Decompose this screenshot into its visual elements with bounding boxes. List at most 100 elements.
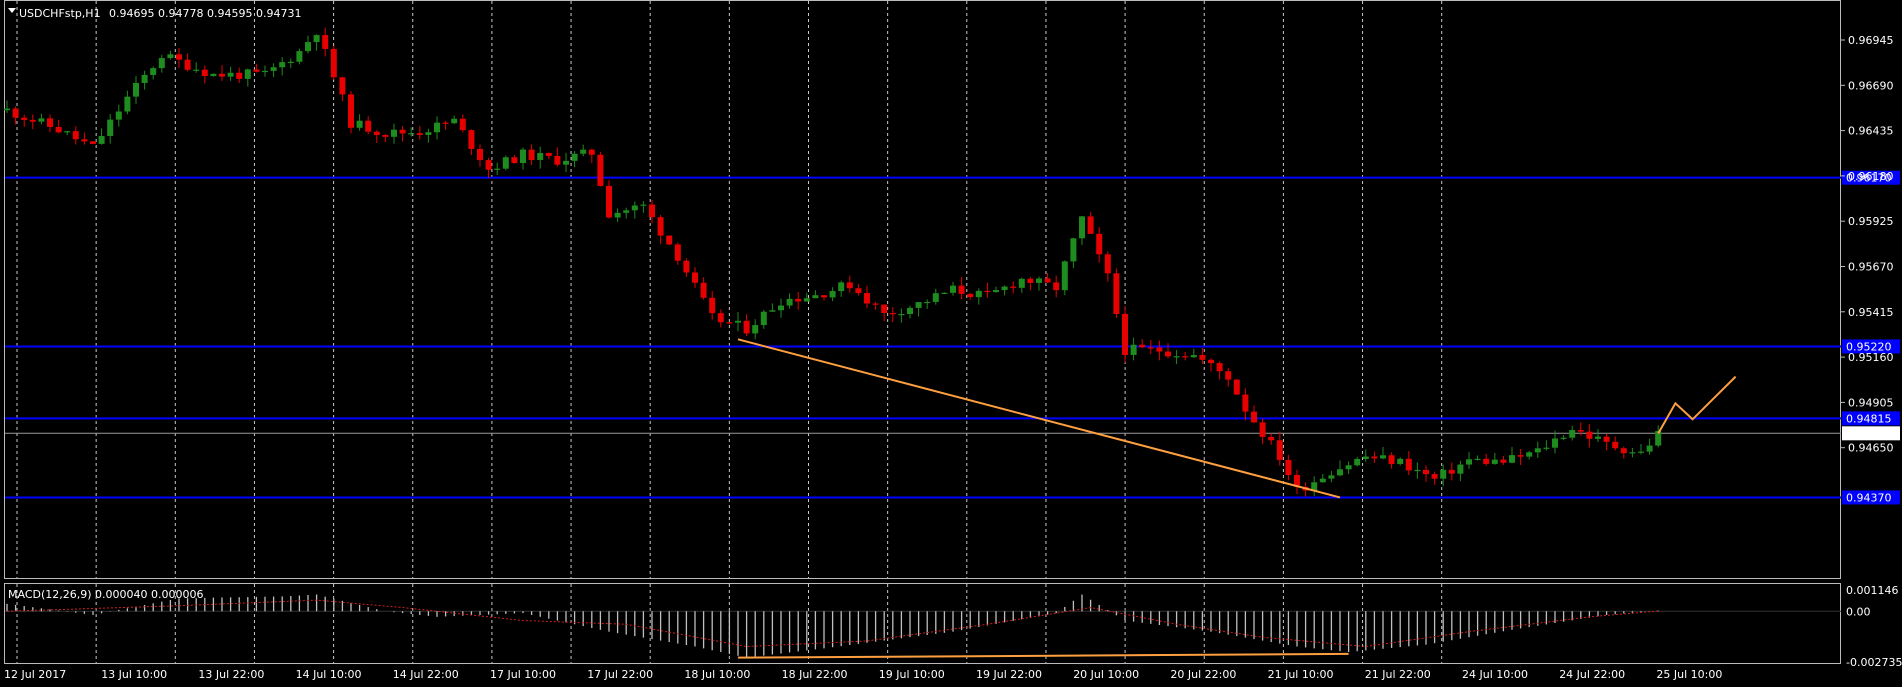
- price-axis-label: 0.94650: [1848, 442, 1894, 455]
- candle-body: [1070, 238, 1077, 262]
- candle-body: [580, 149, 587, 154]
- candle-body: [528, 149, 535, 160]
- candle-body: [1474, 458, 1481, 460]
- grid-lines: [16, 1, 1443, 663]
- macd-panel[interactable]: [4, 583, 1841, 664]
- candle-body: [1560, 437, 1567, 439]
- horizontal-levels[interactable]: 0.96170 0.95220 0.94815 0.94370 0.94731: [5, 170, 1900, 505]
- candle-body: [563, 160, 569, 165]
- macd-indicator: [5, 594, 1841, 659]
- axes: 12 Jul 2017 13 Jul 10:00 13 Jul 22:00 14 Ju…: [4, 34, 1902, 681]
- candle-body: [623, 210, 630, 213]
- drawings[interactable]: [737, 338, 1737, 499]
- price-axis-label: 0.94905: [1848, 396, 1894, 409]
- time-axis-label: 21 Jul 22:00: [1365, 668, 1431, 681]
- dropdown-arrow-icon[interactable]: [8, 8, 16, 13]
- candle-body: [786, 298, 793, 306]
- candle-body: [12, 108, 19, 118]
- candle-body: [1457, 464, 1464, 474]
- candle-body: [459, 118, 466, 131]
- candle-body: [416, 133, 423, 135]
- candle-body: [1053, 282, 1060, 291]
- candle-body: [1104, 254, 1111, 274]
- candle-body: [640, 204, 647, 206]
- time-axis-label: 13 Jul 22:00: [198, 668, 264, 681]
- candle-body: [1259, 422, 1266, 437]
- time-axis-label: 25 Jul 10:00: [1656, 668, 1722, 681]
- candle-body: [1397, 458, 1404, 464]
- candle-body: [1190, 355, 1197, 358]
- candle-body: [924, 301, 931, 304]
- candle-body: [1405, 458, 1412, 471]
- candle-body: [1165, 351, 1171, 357]
- candle-body: [1440, 469, 1447, 479]
- candle-body: [795, 298, 802, 302]
- candle-body: [898, 314, 905, 316]
- candle-body: [184, 59, 191, 70]
- candle-body: [47, 118, 53, 127]
- candle-body: [657, 217, 664, 236]
- price-axis-label: 0.96945: [1848, 34, 1894, 47]
- candle-body: [244, 69, 251, 79]
- macd-axis-label: 0.00: [1846, 605, 1871, 618]
- candle-body: [614, 212, 621, 218]
- level-price-tag: [1842, 411, 1900, 426]
- candle-body: [90, 141, 96, 144]
- candle-body: [1526, 452, 1533, 457]
- candle-body: [1491, 459, 1498, 464]
- candle-body: [1087, 216, 1094, 234]
- candle-body: [1182, 356, 1189, 358]
- candle-body: [571, 153, 578, 161]
- candle-body: [631, 205, 638, 211]
- candle-body: [21, 117, 28, 120]
- candle-body: [1018, 278, 1025, 288]
- candle-body: [700, 282, 707, 298]
- candle-body: [545, 152, 552, 156]
- candle-body: [1629, 452, 1636, 454]
- candle-body: [408, 133, 415, 135]
- candle-body: [287, 61, 294, 63]
- candle-body: [967, 293, 974, 298]
- candle-body: [950, 285, 956, 293]
- candle-body: [1380, 455, 1386, 459]
- candle-body: [1483, 458, 1490, 464]
- candle-body: [485, 160, 492, 170]
- candle-body: [692, 272, 698, 283]
- candle-body: [1208, 359, 1214, 364]
- candle-body: [72, 131, 79, 140]
- candle-body: [494, 168, 501, 170]
- price-axis-label: 0.95160: [1848, 351, 1894, 364]
- candle-body: [1199, 355, 1206, 360]
- candle-body: [829, 291, 836, 298]
- candle-body: [425, 132, 432, 135]
- candle-body: [993, 290, 999, 293]
- candle-body: [98, 136, 105, 144]
- candle-body: [803, 298, 810, 302]
- candle-body: [855, 288, 862, 294]
- candle-body: [674, 244, 681, 261]
- candle-body: [124, 96, 131, 112]
- candle-body: [1414, 469, 1421, 472]
- candle-body: [1139, 344, 1146, 348]
- candle-body: [1294, 475, 1300, 487]
- candle-body: [1216, 363, 1223, 372]
- candle-body: [1431, 474, 1438, 479]
- candle-body: [588, 149, 595, 155]
- price-axis-label: 0.96435: [1848, 125, 1894, 138]
- time-axis-label: 21 Jul 10:00: [1268, 668, 1334, 681]
- macd-axis-label: -0.002735: [1846, 656, 1902, 669]
- price-axis-label: 0.95670: [1848, 261, 1894, 274]
- candle-body: [348, 94, 354, 128]
- candle-body: [322, 35, 329, 49]
- candle-body: [167, 54, 174, 59]
- candle-body: [64, 131, 71, 133]
- candle-body: [1612, 441, 1619, 449]
- candle-body: [683, 260, 690, 273]
- candle-body: [365, 120, 372, 132]
- candle-body: [399, 129, 406, 134]
- candle-body: [253, 69, 260, 72]
- price-panel[interactable]: [4, 0, 1841, 579]
- candle-body: [1225, 371, 1232, 380]
- candle-body: [1010, 286, 1017, 288]
